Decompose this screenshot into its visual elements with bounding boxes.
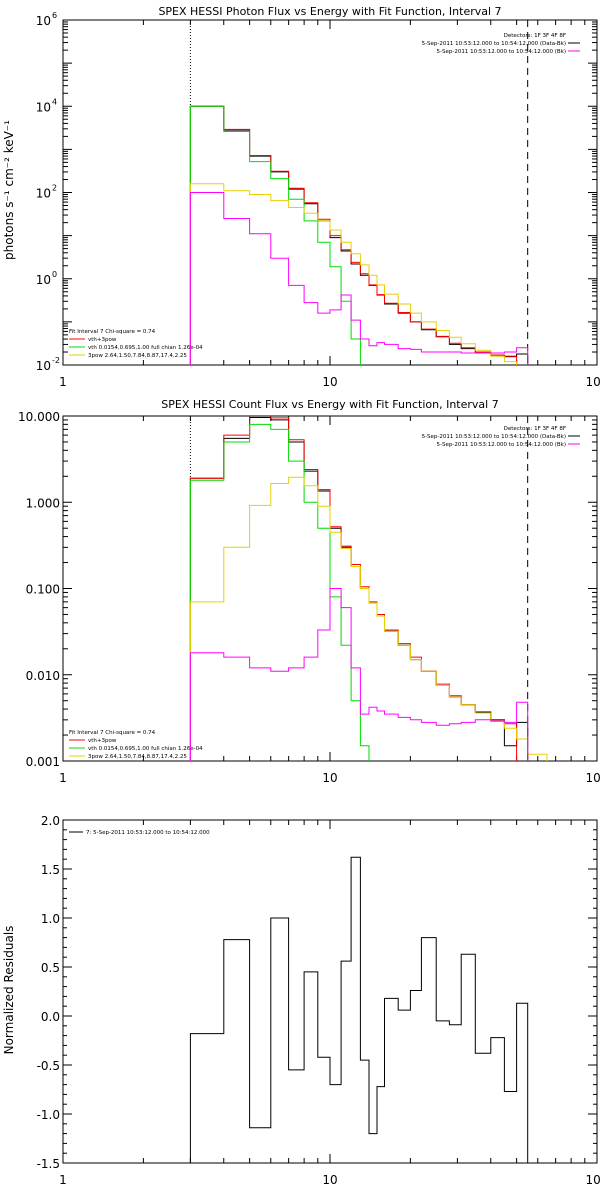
photon-flux-y-tick-label: 10 bbox=[36, 100, 51, 114]
residuals-y-tick-label: -1.5 bbox=[37, 1157, 60, 1171]
residuals-y-tick-label: 2.0 bbox=[41, 814, 60, 828]
count-flux-y-tick-label: 1.000 bbox=[26, 496, 60, 510]
count-legend-left-thermal-label: vth 0.0154,0.695,1.00 full chian 1.26e-0… bbox=[88, 746, 203, 752]
count-flux-x-tick-label: 100 bbox=[586, 771, 600, 785]
count-flux-y-tick-label: 10.000 bbox=[18, 410, 60, 424]
photon-flux-y-axis-label: photons s⁻¹ cm⁻² keV⁻¹ bbox=[2, 120, 16, 260]
count-flux-panel: SPEX HESSI Count Flux vs Energy with Fit… bbox=[18, 398, 600, 785]
photon-flux-panel: SPEX HESSI Photon Flux vs Energy with Fi… bbox=[2, 5, 600, 389]
photon-flux-y-tick-label: 10 bbox=[36, 273, 51, 287]
residuals-y-axis-label: Normalized Residuals bbox=[2, 926, 16, 1055]
photon-flux-y-tick-label: 10 bbox=[36, 187, 51, 201]
count-legend-right-data-label: 5-Sep-2011 10:53:12.000 to 10:54:12.000 … bbox=[422, 434, 566, 440]
photon-legend-left-total-label: vth+3pow bbox=[88, 337, 117, 343]
photon-flux-x-tick-label: 100 bbox=[586, 375, 600, 389]
photon-flux-title: SPEX HESSI Photon Flux vs Energy with Fi… bbox=[158, 5, 501, 18]
photon-flux-y-tick-exponent: 2 bbox=[52, 184, 57, 193]
residuals-x-tick-label: 100 bbox=[586, 1173, 600, 1187]
count-legend-left-powerlaw-label: 3pow 2.64,1.50,7.84,8.87,17.4,2.25 bbox=[88, 754, 187, 760]
count-flux-series-2-step-line bbox=[189, 423, 378, 761]
photon-legend-left-header: Fit Interval 7 Chi-square = 0.74 bbox=[69, 329, 156, 335]
residuals-y-tick-label: -0.5 bbox=[37, 1059, 60, 1073]
count-flux-title: SPEX HESSI Count Flux vs Energy with Fit… bbox=[161, 398, 498, 411]
photon-flux-y-tick-exponent: 6 bbox=[52, 11, 57, 20]
residuals-x-tick-label: 10 bbox=[322, 1173, 337, 1187]
count-flux-y-tick-label: 0.010 bbox=[26, 669, 60, 683]
residuals-y-tick-label: 0.0 bbox=[41, 1010, 60, 1024]
count-legend-right-header: Detectors: 1F 3F 4F 8F bbox=[504, 426, 566, 432]
photon-legend-right-header: Detectors: 1F 3F 4F 8F bbox=[504, 33, 566, 39]
residuals-y-tick-label: -1.0 bbox=[37, 1108, 60, 1122]
photon-flux-y-tick-exponent: 0 bbox=[52, 270, 57, 279]
residuals-y-tick-label: 1.0 bbox=[41, 912, 60, 926]
count-legend-left-total-label: vth+3pow bbox=[88, 738, 117, 744]
photon-flux-y-tick-exponent: -2 bbox=[52, 356, 60, 365]
photon-legend-left-powerlaw-label: 3pow 2.64,1.50,7.84,8.87,17.4,2.25 bbox=[88, 353, 187, 359]
residuals-y-tick-label: 0.5 bbox=[41, 961, 60, 975]
photon-legend-right-data-label: 5-Sep-2011 10:53:12.000 to 10:54:12.000 … bbox=[422, 41, 566, 47]
photon-flux-y-tick-exponent: 4 bbox=[52, 97, 57, 106]
photon-flux-y-tick-label: 10 bbox=[36, 14, 51, 28]
photon-flux-series-1-step-line bbox=[189, 105, 518, 365]
photon-legend-right-bk-label: 5-Sep-2011 10:53:12.000 to 10:54:12.000 … bbox=[437, 49, 567, 55]
photon-flux-series-2-step-line bbox=[189, 105, 370, 365]
count-legend-left-header: Fit Interval 7 Chi-square = 0.74 bbox=[69, 730, 156, 736]
count-flux-y-tick-label: 0.100 bbox=[26, 583, 60, 597]
photon-flux-x-tick-label: 1 bbox=[59, 375, 67, 389]
count-flux-x-tick-label: 10 bbox=[322, 771, 337, 785]
count-legend-right-bk-label: 5-Sep-2011 10:53:12.000 to 10:54:12.000 … bbox=[437, 442, 567, 448]
residuals-legend-label: 7: 5-Sep-2011 10:53:12.000 to 10:54:12.0… bbox=[86, 830, 210, 836]
residuals-y-tick-label: 1.5 bbox=[41, 863, 60, 877]
count-flux-series-4-step-line bbox=[189, 588, 529, 761]
residuals-x-tick-label: 1 bbox=[59, 1173, 67, 1187]
photon-legend-left-thermal-label: vth 0.0154,0.695,1.00 full chian 1.26e-0… bbox=[88, 345, 203, 351]
residuals-series-0-step-line bbox=[189, 856, 529, 1163]
count-flux-x-tick-label: 1 bbox=[59, 771, 67, 785]
photon-flux-series-4-step-line bbox=[189, 192, 529, 365]
photon-flux-x-tick-label: 10 bbox=[322, 375, 337, 389]
photon-flux-y-tick-label: 10 bbox=[36, 359, 51, 373]
count-flux-y-tick-label: 0.001 bbox=[26, 755, 60, 769]
residuals-panel: Normalized Residuals 7: 5-Sep-2011 10:53… bbox=[2, 814, 600, 1187]
